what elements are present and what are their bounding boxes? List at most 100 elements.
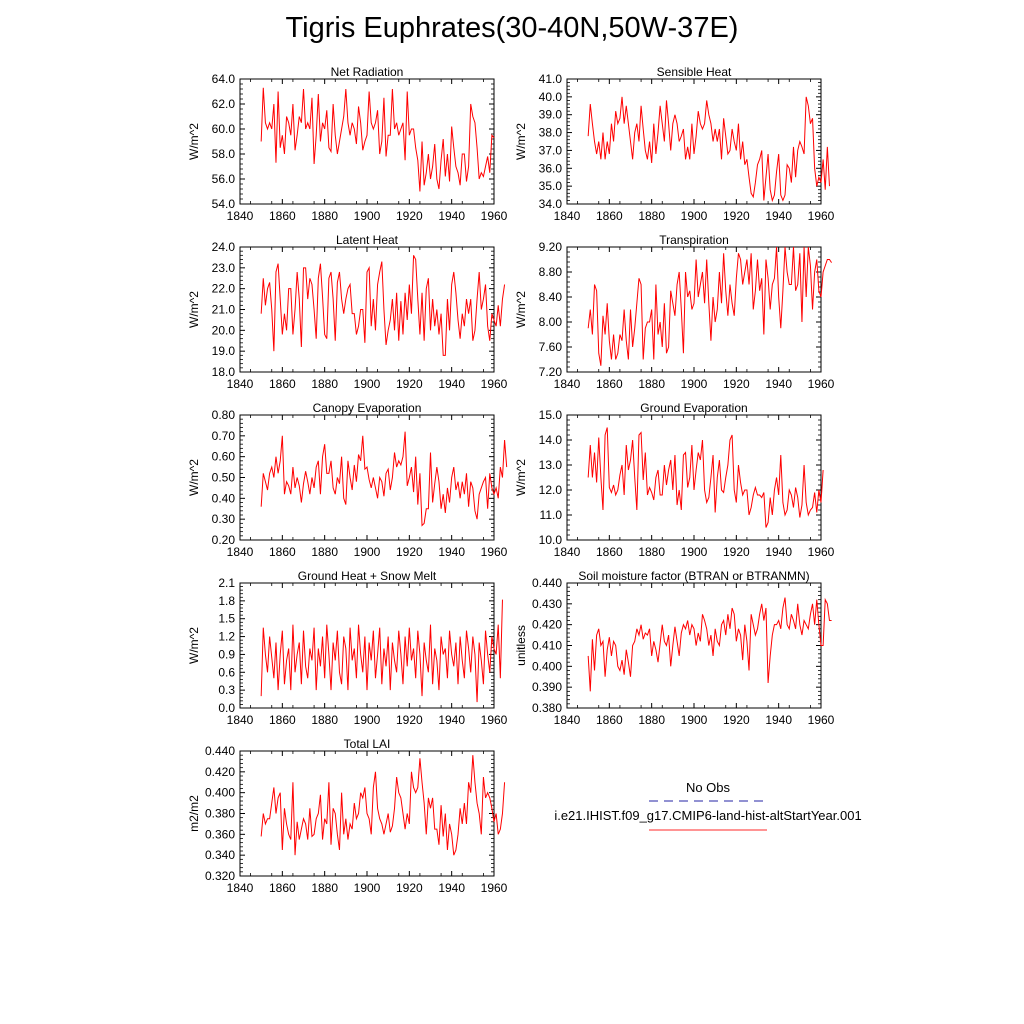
x-tick-label: 1940 xyxy=(438,881,465,895)
series-line xyxy=(587,96,830,203)
y-tick-label: 36.0 xyxy=(539,161,563,175)
y-axis-label: m2/m2 xyxy=(187,795,201,832)
x-tick-label: 1920 xyxy=(723,209,750,223)
chart-panel-1: Net Radiation W/m^2 54.0 56.0 58.0 60.0 62.0 64… xyxy=(187,65,508,223)
y-axis-label: W/m^2 xyxy=(187,123,201,160)
x-tick-label: 1900 xyxy=(681,713,708,727)
y-tick-label: 0.420 xyxy=(532,618,562,632)
x-tick-label: 1920 xyxy=(396,545,423,559)
x-tick-label: 1960 xyxy=(481,713,508,727)
panel-title: Sensible Heat xyxy=(657,65,732,79)
y-tick-label: 64.0 xyxy=(212,72,236,86)
y-tick-label: 8.00 xyxy=(539,315,563,329)
y-tick-label: 13.0 xyxy=(539,458,563,472)
x-tick-label: 1840 xyxy=(554,377,581,391)
x-tick-label: 1860 xyxy=(596,713,623,727)
x-tick-label: 1880 xyxy=(311,209,338,223)
panel-title: Transpiration xyxy=(659,233,729,247)
chart-panel-2: Sensible Heat W/m^2 34.0 35.0 36.0 37.0 38.0 39… xyxy=(514,65,835,223)
y-tick-label: 20.0 xyxy=(212,323,236,337)
chart-panel-8: Soil moisture factor (BTRAN or BTRANMN) u… xyxy=(514,569,835,727)
x-tick-label: 1960 xyxy=(808,377,835,391)
x-tick-label: 1880 xyxy=(638,713,665,727)
y-tick-label: 0.320 xyxy=(205,869,235,883)
x-tick-label: 1880 xyxy=(311,377,338,391)
y-tick-label: 54.0 xyxy=(212,197,236,211)
y-tick-label: 24.0 xyxy=(212,240,236,254)
y-tick-label: 10.0 xyxy=(539,533,563,547)
y-tick-label: 0.420 xyxy=(205,765,235,779)
x-tick-label: 1900 xyxy=(354,881,381,895)
chart-panel-5: Canopy Evaporation W/m^2 0.20 0.30 0.40 0.50 0… xyxy=(187,401,508,559)
x-tick-label: 1840 xyxy=(227,377,254,391)
y-tick-label: 19.0 xyxy=(212,344,236,358)
x-tick-label: 1920 xyxy=(723,713,750,727)
x-tick-label: 1960 xyxy=(481,377,508,391)
plot-frame xyxy=(566,78,822,205)
y-tick-label: 0.440 xyxy=(532,576,562,590)
x-tick-label: 1880 xyxy=(311,881,338,895)
x-tick-label: 1920 xyxy=(396,209,423,223)
x-tick-label: 1840 xyxy=(554,545,581,559)
x-tick-label: 1940 xyxy=(765,377,792,391)
y-tick-label: 0.80 xyxy=(212,408,236,422)
plot-frame xyxy=(566,582,822,709)
x-tick-label: 1860 xyxy=(269,209,296,223)
y-tick-label: 8.80 xyxy=(539,265,563,279)
x-tick-label: 1940 xyxy=(765,545,792,559)
series-line xyxy=(260,87,495,192)
x-tick-label: 1900 xyxy=(354,713,381,727)
y-tick-label: 7.20 xyxy=(539,365,563,379)
x-tick-label: 1880 xyxy=(638,377,665,391)
y-tick-label: 0.0 xyxy=(218,701,235,715)
x-tick-label: 1860 xyxy=(596,209,623,223)
y-axis-label: W/m^2 xyxy=(187,459,201,496)
series-line xyxy=(260,755,506,856)
series-line xyxy=(587,427,824,528)
y-tick-label: 1.5 xyxy=(218,612,235,626)
legend-obs-label: No Obs xyxy=(686,780,731,795)
panel-title: Soil moisture factor (BTRAN or BTRANMN) xyxy=(578,569,809,583)
panel-title: Total LAI xyxy=(344,737,391,751)
x-tick-label: 1960 xyxy=(481,209,508,223)
chart-panel-7: Ground Heat + Snow Melt W/m^2 0.0 0.3 0.6 0.9… xyxy=(187,569,508,727)
series-line xyxy=(587,246,832,366)
y-tick-label: 0.440 xyxy=(205,744,235,758)
y-tick-label: 23.0 xyxy=(212,261,236,275)
y-tick-label: 40.0 xyxy=(539,90,563,104)
x-tick-label: 1900 xyxy=(354,545,381,559)
y-tick-label: 14.0 xyxy=(539,433,563,447)
plot-frame xyxy=(239,414,495,541)
series-line xyxy=(260,255,506,356)
y-tick-label: 0.410 xyxy=(532,639,562,653)
y-tick-label: 0.70 xyxy=(212,429,236,443)
x-tick-label: 1840 xyxy=(227,713,254,727)
y-tick-label: 0.360 xyxy=(205,827,235,841)
y-tick-label: 0.340 xyxy=(205,848,235,862)
y-tick-label: 38.0 xyxy=(539,126,563,140)
y-tick-label: 0.20 xyxy=(212,533,236,547)
y-tick-label: 2.1 xyxy=(218,576,235,590)
y-tick-label: 0.30 xyxy=(212,512,236,526)
x-tick-label: 1920 xyxy=(723,377,750,391)
x-tick-label: 1880 xyxy=(311,545,338,559)
y-tick-label: 22.0 xyxy=(212,282,236,296)
series-line xyxy=(587,597,832,692)
y-tick-label: 0.3 xyxy=(218,683,235,697)
y-tick-label: 7.60 xyxy=(539,340,563,354)
y-tick-label: 8.40 xyxy=(539,290,563,304)
x-tick-label: 1840 xyxy=(554,713,581,727)
x-tick-label: 1860 xyxy=(269,377,296,391)
y-tick-label: 0.60 xyxy=(212,450,236,464)
x-tick-label: 1900 xyxy=(354,209,381,223)
y-tick-label: 58.0 xyxy=(212,147,236,161)
y-tick-label: 12.0 xyxy=(539,483,563,497)
x-tick-label: 1920 xyxy=(396,881,423,895)
panel-title: Latent Heat xyxy=(336,233,399,247)
y-axis-label: W/m^2 xyxy=(514,123,528,160)
legend-model-label: i.e21.IHIST.f09_g17.CMIP6-land-hist-altS… xyxy=(554,808,861,823)
y-tick-label: 0.380 xyxy=(532,701,562,715)
y-tick-label: 60.0 xyxy=(212,122,236,136)
x-tick-label: 1880 xyxy=(638,545,665,559)
